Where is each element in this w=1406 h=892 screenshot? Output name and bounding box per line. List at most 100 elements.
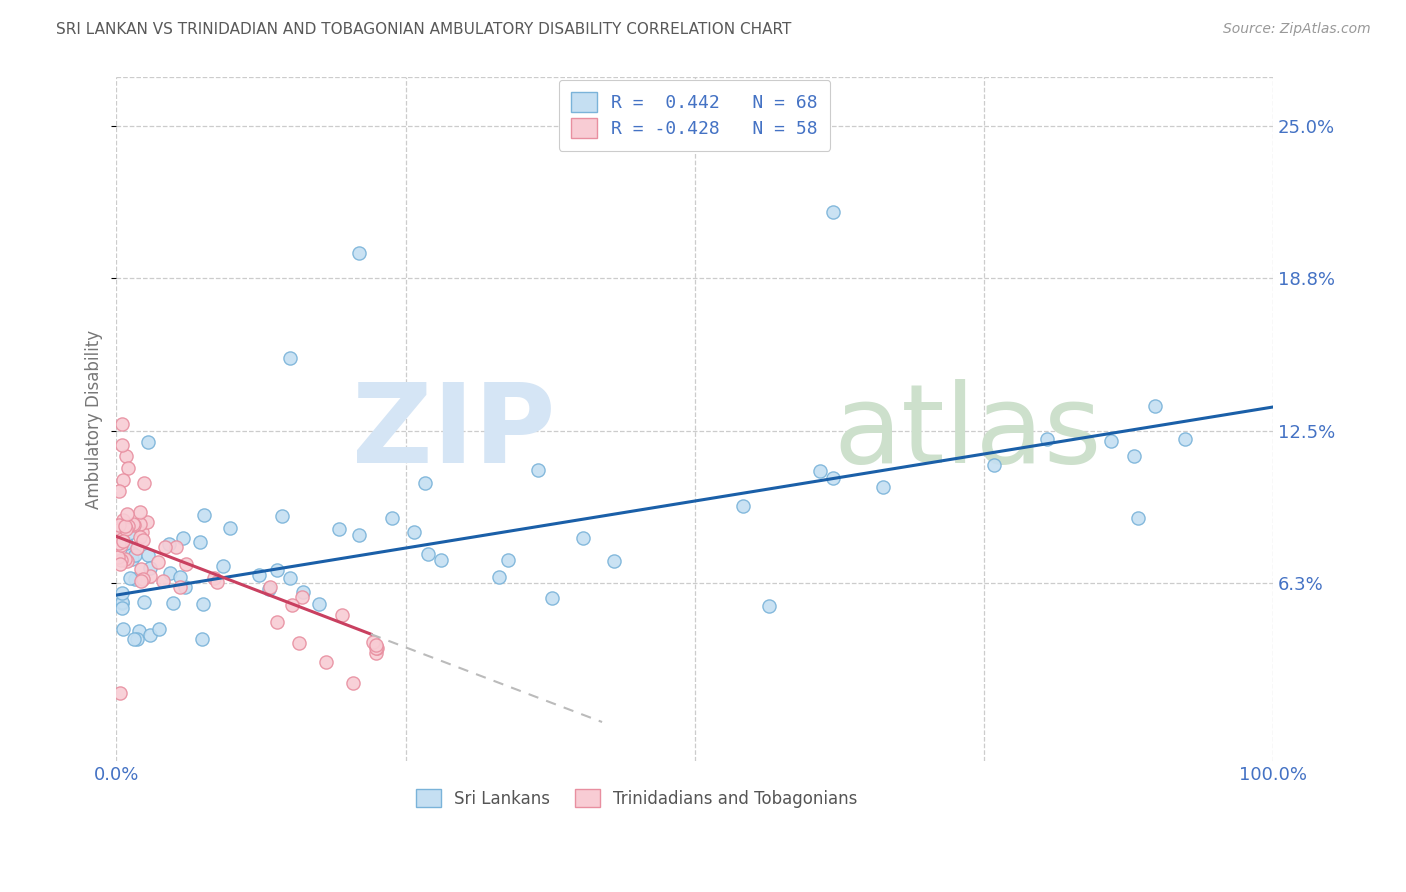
Point — [139, 560, 162, 574]
Point — [349, 527, 371, 541]
Point — [176, 557, 198, 571]
Point — [266, 615, 288, 629]
Point — [127, 632, 149, 646]
Point — [112, 534, 135, 549]
Point — [162, 596, 184, 610]
Point — [1174, 432, 1197, 446]
Point — [281, 599, 304, 613]
Point — [117, 525, 139, 540]
Point — [983, 458, 1005, 472]
Point — [159, 566, 181, 580]
Point — [131, 533, 153, 548]
Point — [204, 571, 226, 585]
Point — [115, 507, 138, 521]
Point — [278, 351, 301, 366]
Point — [193, 508, 215, 522]
Point — [139, 628, 162, 642]
Text: Source: ZipAtlas.com: Source: ZipAtlas.com — [1223, 22, 1371, 37]
Point — [349, 246, 371, 260]
Point — [207, 574, 229, 589]
Point — [138, 434, 160, 449]
Text: SRI LANKAN VS TRINIDADIAN AND TOBAGONIAN AMBULATORY DISABILITY CORRELATION CHART: SRI LANKAN VS TRINIDADIAN AND TOBAGONIAN… — [56, 22, 792, 37]
Point — [212, 559, 235, 574]
Point — [148, 555, 170, 569]
Point — [172, 532, 194, 546]
Point — [152, 574, 174, 588]
Point — [733, 499, 755, 513]
Point — [111, 600, 134, 615]
Point — [259, 582, 281, 596]
Point — [153, 541, 176, 555]
Point — [111, 513, 134, 527]
Point — [330, 607, 353, 622]
Point — [328, 522, 350, 536]
Point — [259, 580, 281, 594]
Point — [138, 568, 160, 582]
Point — [342, 676, 364, 690]
Point — [364, 641, 387, 656]
Point — [115, 535, 138, 549]
Point — [148, 622, 170, 636]
Point — [124, 572, 146, 586]
Point — [823, 204, 845, 219]
Point — [169, 580, 191, 594]
Point — [872, 479, 894, 493]
Point — [165, 540, 187, 554]
Legend: Sri Lankans, Trinidadians and Tobagonians: Sri Lankans, Trinidadians and Tobagonian… — [409, 783, 865, 814]
Point — [132, 573, 155, 587]
Point — [129, 505, 152, 519]
Point — [188, 534, 211, 549]
Point — [136, 548, 159, 562]
Point — [111, 596, 134, 610]
Point — [114, 449, 136, 463]
Point — [114, 552, 136, 566]
Point — [308, 597, 330, 611]
Point — [128, 516, 150, 531]
Point — [1122, 449, 1144, 463]
Point — [429, 553, 451, 567]
Y-axis label: Ambulatory Disability: Ambulatory Disability — [86, 330, 103, 508]
Point — [122, 516, 145, 531]
Point — [111, 438, 134, 452]
Point — [128, 624, 150, 638]
Point — [108, 557, 131, 571]
Point — [364, 646, 387, 660]
Point — [496, 553, 519, 567]
Point — [169, 570, 191, 584]
Point — [366, 638, 388, 652]
Point — [110, 553, 132, 567]
Point — [107, 523, 129, 537]
Point — [111, 595, 134, 609]
Point — [191, 598, 214, 612]
Point — [122, 632, 145, 646]
Point — [124, 549, 146, 563]
Point — [527, 463, 550, 477]
Point — [402, 524, 425, 539]
Point — [127, 541, 149, 555]
Point — [291, 590, 314, 604]
Point — [380, 510, 402, 524]
Point — [413, 476, 436, 491]
Point — [1126, 511, 1149, 525]
Point — [278, 571, 301, 585]
Point — [219, 521, 242, 535]
Point — [121, 552, 143, 566]
Point — [128, 530, 150, 544]
Point — [174, 580, 197, 594]
Point — [107, 549, 129, 564]
Point — [117, 461, 139, 475]
Point — [132, 475, 155, 490]
Point — [270, 509, 292, 524]
Point — [808, 464, 831, 478]
Point — [108, 686, 131, 700]
Point — [134, 595, 156, 609]
Text: ZIP: ZIP — [353, 379, 555, 486]
Point — [114, 519, 136, 533]
Point — [540, 591, 562, 605]
Point — [112, 473, 135, 487]
Point — [131, 525, 153, 540]
Point — [115, 554, 138, 568]
Point — [121, 546, 143, 560]
Point — [111, 622, 134, 636]
Point — [247, 567, 270, 582]
